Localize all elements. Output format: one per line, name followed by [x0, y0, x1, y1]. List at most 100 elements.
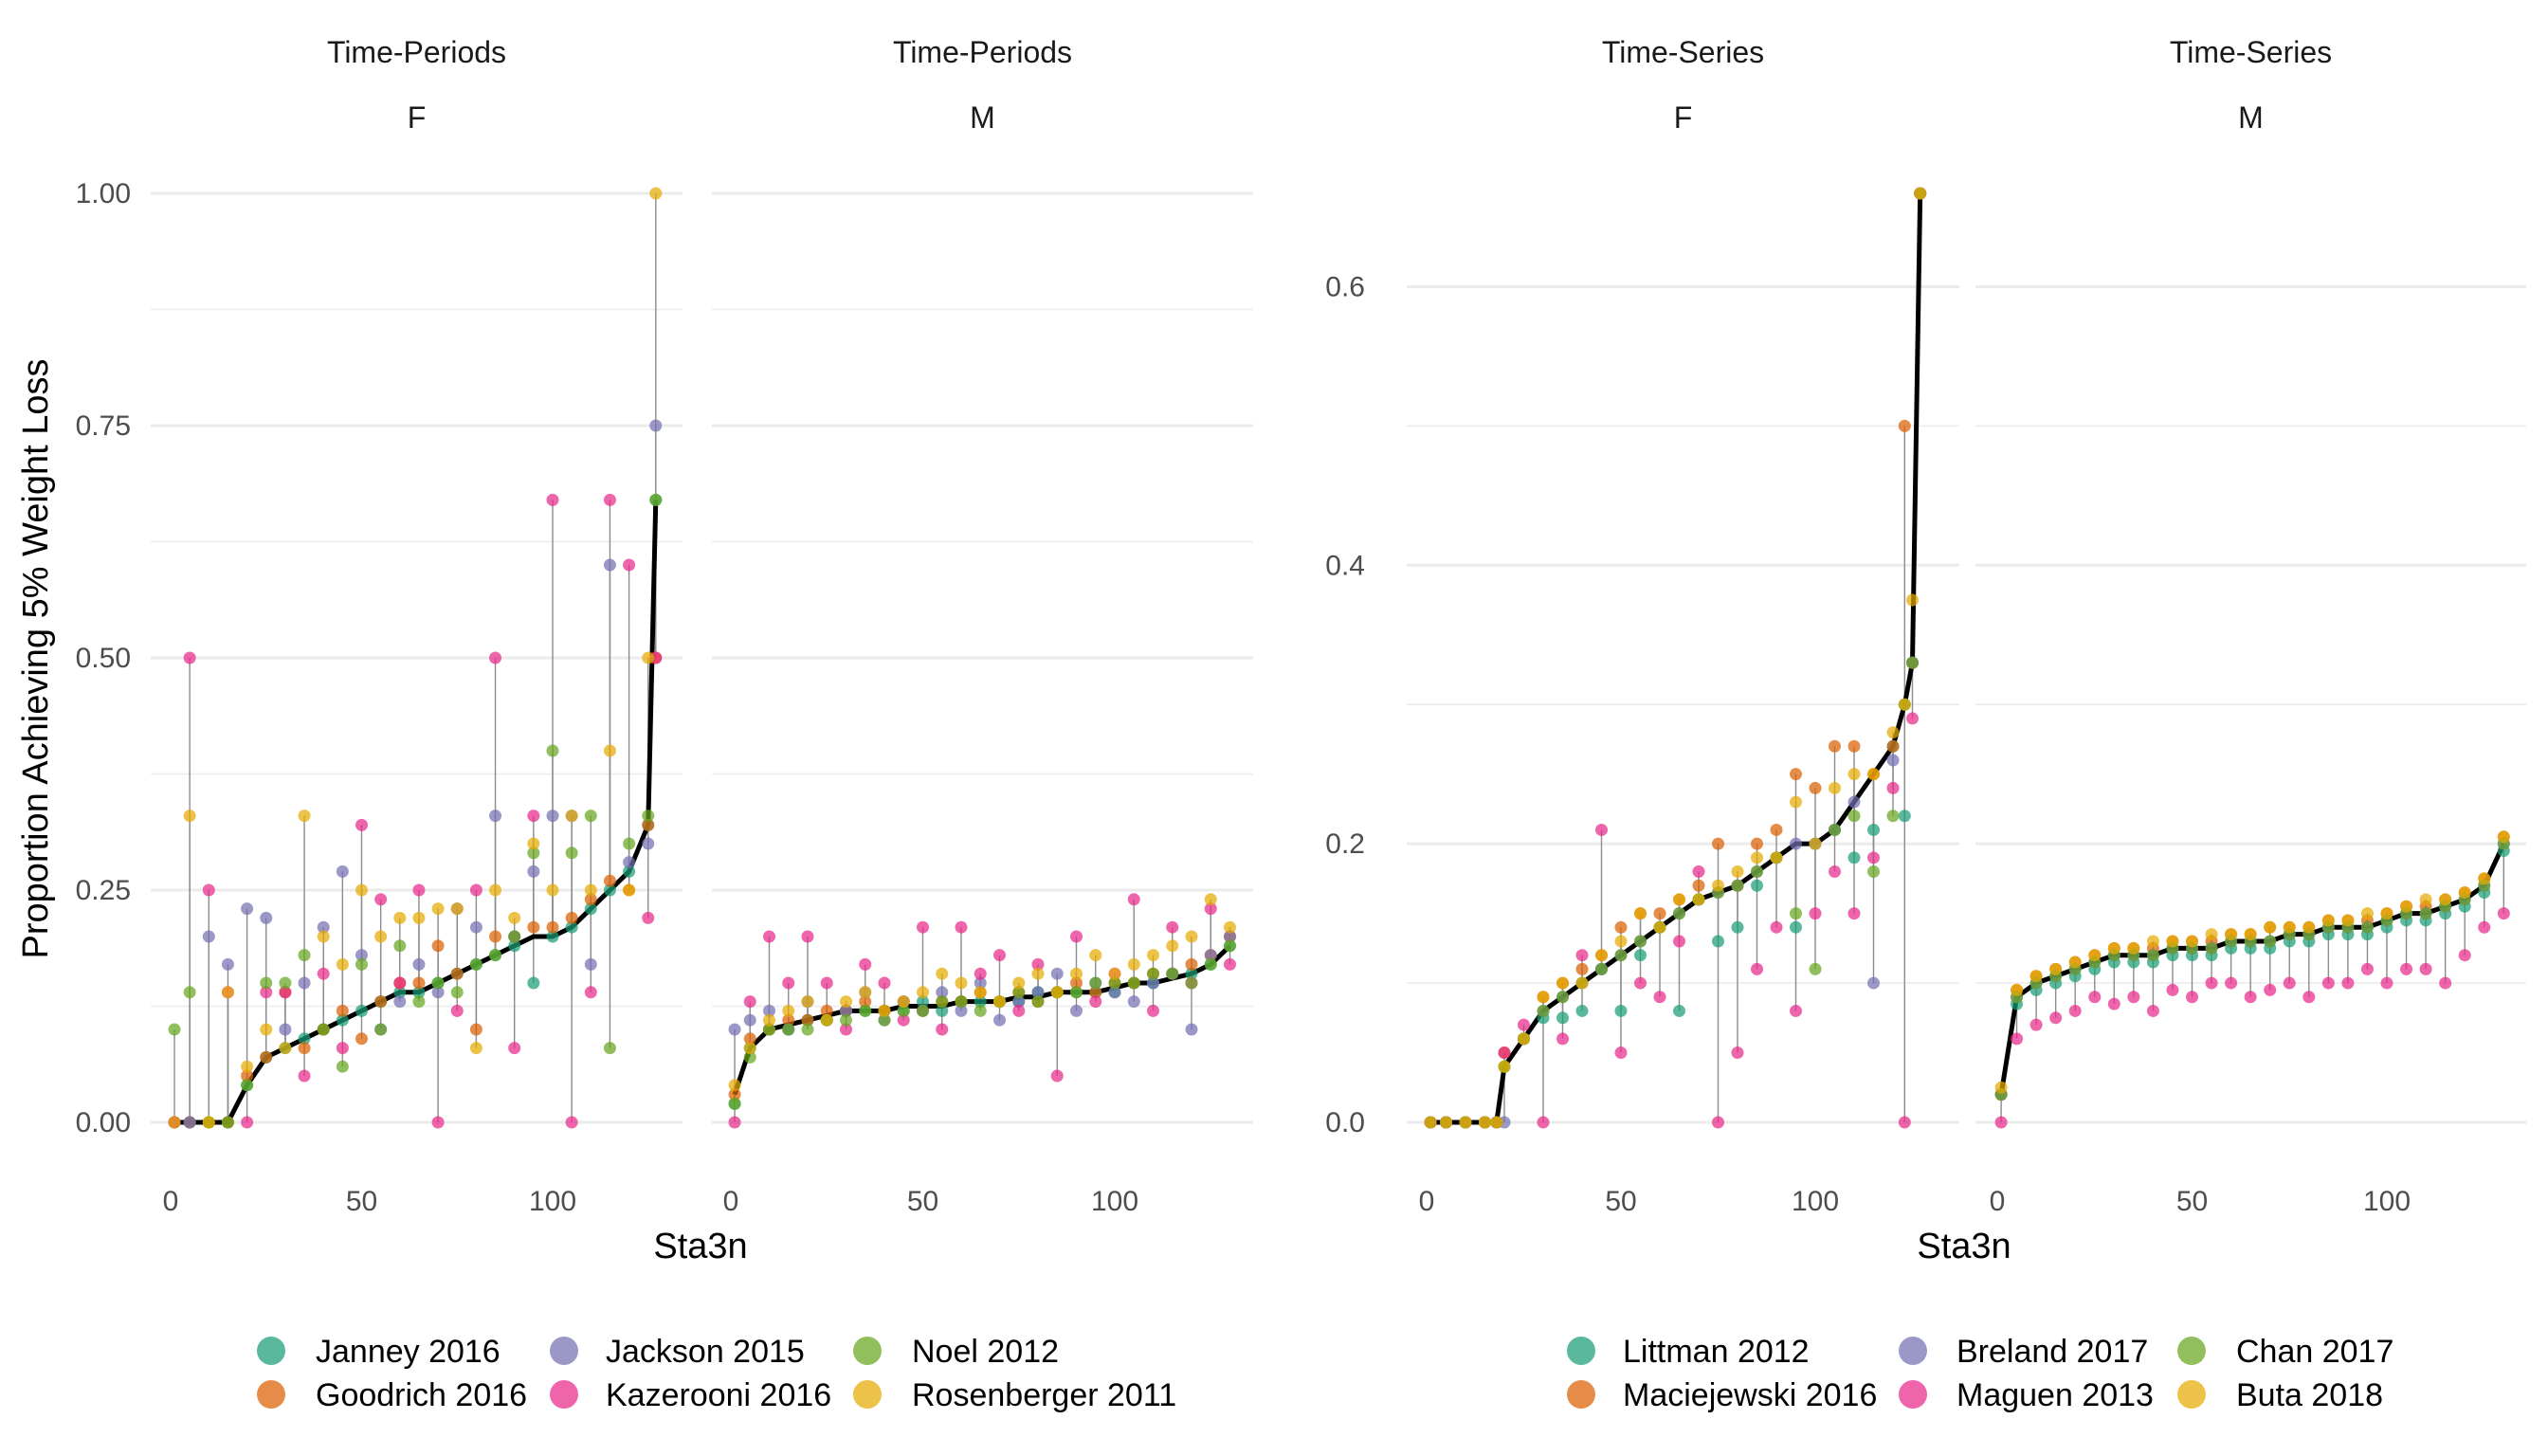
legend-item: Chan 2017 [2177, 1334, 2393, 1370]
data-point-noel-2012 [917, 1004, 929, 1017]
data-point-noel-2012 [1147, 967, 1159, 980]
data-point-kazerooni-2016 [782, 976, 795, 990]
x-tick-label: 100 [1091, 1186, 1138, 1217]
data-point-maguen-2013 [2011, 1032, 2024, 1046]
data-point-rosenberger-2011 [801, 995, 814, 1009]
legend-swatch [550, 1380, 578, 1409]
data-point-goodrich-2016 [603, 874, 616, 887]
data-point-kazerooni-2016 [260, 986, 273, 999]
data-point-rosenberger-2011 [221, 986, 234, 999]
data-point-buta-2018 [2146, 935, 2159, 948]
data-point-kazerooni-2016 [241, 1116, 254, 1129]
data-point-kazerooni-2016 [1050, 1069, 1064, 1083]
data-point-noel-2012 [1012, 986, 1026, 999]
x-tick-label: 0 [723, 1186, 739, 1217]
strip-label-top: Time-Series [2170, 35, 2332, 69]
data-point-buta-2018 [1914, 187, 1927, 200]
data-point-jackson-2015 [431, 986, 445, 999]
data-point-rosenberger-2011 [782, 1004, 795, 1017]
data-point-maguen-2013 [1809, 907, 1822, 920]
data-point-kazerooni-2016 [763, 930, 775, 943]
data-point-chan-2017 [1731, 879, 1744, 892]
strip-label-top: Time-Series [1602, 35, 1764, 69]
data-point-kazerooni-2016 [355, 818, 368, 831]
data-point-maguen-2013 [1829, 865, 1841, 879]
data-point-goodrich-2016 [584, 893, 597, 906]
data-point-noel-2012 [623, 837, 636, 850]
data-point-jackson-2015 [763, 1004, 775, 1017]
data-point-rosenberger-2011 [527, 837, 540, 850]
legend-item: Littman 2012 [1567, 1334, 1810, 1370]
data-point-goodrich-2016 [450, 967, 464, 980]
data-point-rosenberger-2011 [183, 810, 196, 823]
legend-swatch [1567, 1337, 1595, 1365]
data-point-rosenberger-2011 [279, 1042, 292, 1055]
legend-swatch [1899, 1337, 1927, 1365]
data-point-buta-2018 [1490, 1116, 1503, 1129]
data-point-jackson-2015 [355, 949, 368, 962]
legend: Janney 2016 Goodrich 2016 Jackson 2015 Kaze… [257, 1334, 1176, 1413]
data-point-chan-2017 [1595, 962, 1608, 975]
data-point-noel-2012 [642, 810, 655, 823]
data-point-noel-2012 [897, 1004, 910, 1017]
strip-label-bottom: M [970, 100, 995, 135]
data-point-chan-2017 [2146, 949, 2159, 962]
data-point-chan-2017 [1906, 656, 1919, 669]
data-point-jackson-2015 [183, 1116, 196, 1129]
data-point-kazerooni-2016 [374, 893, 388, 906]
data-point-chan-2017 [2205, 941, 2218, 955]
data-point-kazerooni-2016 [584, 986, 597, 999]
data-point-noel-2012 [801, 1023, 814, 1036]
data-point-maguen-2013 [2068, 1004, 2082, 1017]
legend-label: Janney 2016 [316, 1334, 500, 1370]
x-tick-label: 100 [529, 1186, 576, 1217]
data-point-maciejewski-2016 [1829, 739, 1841, 753]
data-point-buta-2018 [1770, 851, 1783, 864]
data-point-jackson-2015 [955, 1004, 968, 1017]
data-point-buta-2018 [2283, 920, 2296, 934]
data-point-buta-2018 [2341, 914, 2355, 927]
data-point-chan-2017 [1809, 962, 1822, 975]
data-point-littman-2012 [1614, 1004, 1628, 1017]
data-point-kazerooni-2016 [642, 911, 655, 924]
data-point-noel-2012 [168, 1023, 181, 1036]
data-point-noel-2012 [393, 939, 407, 953]
legend-item: Janney 2016 [257, 1334, 500, 1370]
data-point-chan-2017 [2264, 935, 2277, 948]
x-axis-title: Sta3n [653, 1227, 747, 1266]
data-point-jackson-2015 [412, 957, 426, 971]
data-point-jackson-2015 [1147, 976, 1159, 990]
data-point-maguen-2013 [2225, 976, 2238, 990]
legend-label: Rosenberger 2011 [912, 1377, 1176, 1413]
data-point-noel-2012 [1089, 976, 1102, 990]
data-point-kazerooni-2016 [393, 976, 407, 990]
data-point-kazerooni-2016 [1070, 930, 1083, 943]
data-point-janney-2016 [565, 920, 578, 934]
data-point-chan-2017 [1673, 907, 1685, 920]
data-point-noel-2012 [412, 995, 426, 1009]
data-point-maguen-2013 [2244, 991, 2257, 1004]
data-point-kazerooni-2016 [936, 1023, 949, 1036]
data-point-noel-2012 [336, 1060, 349, 1073]
data-point-buta-2018 [1886, 726, 1900, 739]
data-point-kazerooni-2016 [1127, 893, 1140, 906]
data-point-rosenberger-2011 [393, 911, 407, 924]
data-point-rosenberger-2011 [649, 187, 663, 200]
data-point-jackson-2015 [527, 864, 540, 878]
y-tick-label: 0.2 [1325, 828, 1365, 860]
legend-swatch [2177, 1337, 2206, 1365]
data-point-buta-2018 [2127, 941, 2140, 955]
data-point-goodrich-2016 [546, 920, 559, 934]
data-point-littman-2012 [1673, 1004, 1685, 1017]
data-point-kazerooni-2016 [878, 976, 891, 990]
data-point-rosenberger-2011 [897, 995, 910, 1009]
data-point-janney-2016 [393, 986, 407, 999]
data-point-buta-2018 [2478, 872, 2491, 885]
data-point-buta-2018 [2186, 935, 2198, 948]
data-point-littman-2012 [1634, 949, 1647, 962]
data-point-rosenberger-2011 [955, 976, 968, 990]
data-point-janney-2016 [527, 976, 540, 990]
y-tick-label: 0.4 [1325, 550, 1365, 581]
data-point-noel-2012 [450, 986, 464, 999]
